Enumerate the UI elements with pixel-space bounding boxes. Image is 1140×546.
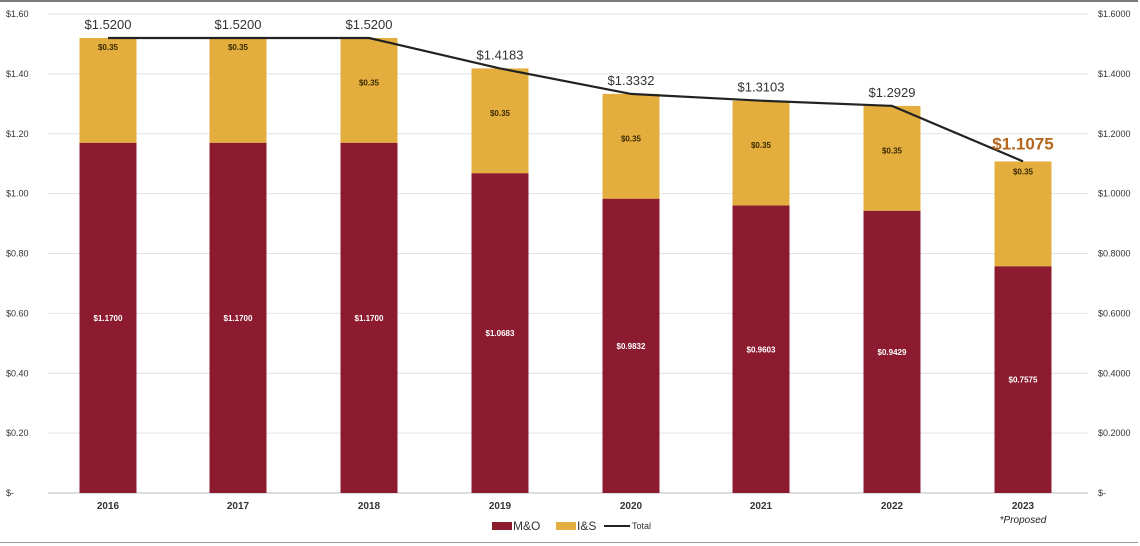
legend-label-mo: M&O: [513, 519, 540, 533]
bar-label-is: $0.35: [98, 43, 119, 52]
total-label: $1.2929: [869, 85, 916, 100]
bar-mo: [863, 210, 921, 494]
y-tick-left: $0.20: [6, 428, 29, 438]
x-tick: 2019: [489, 501, 512, 512]
bar-is: [79, 37, 137, 143]
bar-label-mo: $0.9429: [878, 348, 907, 357]
legend-label-total: Total: [632, 521, 651, 531]
total-label: $1.5200: [346, 17, 393, 32]
bar-is: [863, 105, 921, 211]
bar-is: [994, 161, 1052, 267]
bar-is: [732, 100, 790, 206]
legend-swatch-is: [556, 522, 576, 530]
bar-label-is: $0.35: [228, 43, 249, 52]
bar-label-is: $0.35: [621, 134, 642, 143]
total-label: $1.3103: [738, 80, 785, 95]
bar-label-mo: $1.1700: [94, 314, 123, 323]
y-tick-left: $0.60: [6, 308, 29, 318]
y-tick-right: $0.4000: [1098, 368, 1131, 378]
bar-is: [209, 37, 267, 143]
y-tick-right: $0.6000: [1098, 308, 1131, 318]
y-tick-left: $0.40: [6, 368, 29, 378]
bar-mo: [79, 142, 137, 493]
bar-is: [602, 93, 660, 199]
total-label: $1.4183: [477, 47, 524, 62]
bar-label-mo: $0.9832: [617, 342, 646, 351]
x-tick: 2016: [97, 501, 120, 512]
bar-label-mo: $1.1700: [355, 314, 384, 323]
bar-label-mo: $1.0683: [486, 329, 515, 338]
bar-label-mo: $1.1700: [224, 314, 253, 323]
x-tick: 2020: [620, 501, 643, 512]
total-label: $1.5200: [215, 17, 262, 32]
bar-mo: [340, 142, 398, 493]
bar-mo: [994, 266, 1052, 493]
bar-mo: [209, 142, 267, 493]
bar-label-mo: $0.9603: [747, 345, 776, 354]
y-tick-left: $1.00: [6, 189, 29, 199]
x-tick: 2018: [358, 501, 381, 512]
bar-label-is: $0.35: [1013, 167, 1034, 176]
y-tick-right: $1.4000: [1098, 69, 1131, 79]
y-tick-right: $0.2000: [1098, 428, 1131, 438]
proposed-note: *Proposed: [1000, 515, 1047, 526]
y-tick-right: $1.6000: [1098, 9, 1131, 19]
bar-label-is: $0.35: [359, 78, 380, 87]
bar-label-is: $0.35: [751, 141, 772, 150]
x-tick: 2022: [881, 501, 904, 512]
bar-mo: [471, 173, 529, 494]
bar-mo: [602, 198, 660, 494]
y-tick-right: $1.2000: [1098, 129, 1131, 139]
y-tick-left: $-: [6, 488, 14, 498]
y-tick-right: $-: [1098, 488, 1106, 498]
y-tick-left: $1.20: [6, 129, 29, 139]
legend-swatch-mo: [492, 522, 512, 530]
legend-label-is: I&S: [577, 519, 596, 533]
x-tick: 2017: [227, 501, 250, 512]
total-label-highlight: $1.1075: [992, 134, 1053, 153]
bar-label-is: $0.35: [490, 109, 511, 118]
x-tick: 2023: [1012, 501, 1035, 512]
bar-mo: [732, 205, 790, 493]
total-label: $1.3332: [608, 73, 655, 88]
total-label: $1.5200: [85, 17, 132, 32]
bar-label-mo: $0.7575: [1009, 376, 1038, 385]
x-tick: 2021: [750, 501, 773, 512]
y-tick-left: $1.60: [6, 9, 29, 19]
y-tick-left: $1.40: [6, 69, 29, 79]
y-tick-left: $0.80: [6, 249, 29, 259]
total-line: [108, 36, 1024, 163]
y-tick-right: $0.8000: [1098, 249, 1131, 259]
y-tick-right: $1.0000: [1098, 189, 1131, 199]
bar-is: [340, 37, 398, 143]
bar-is: [471, 68, 529, 174]
bar-label-is: $0.35: [882, 146, 903, 155]
